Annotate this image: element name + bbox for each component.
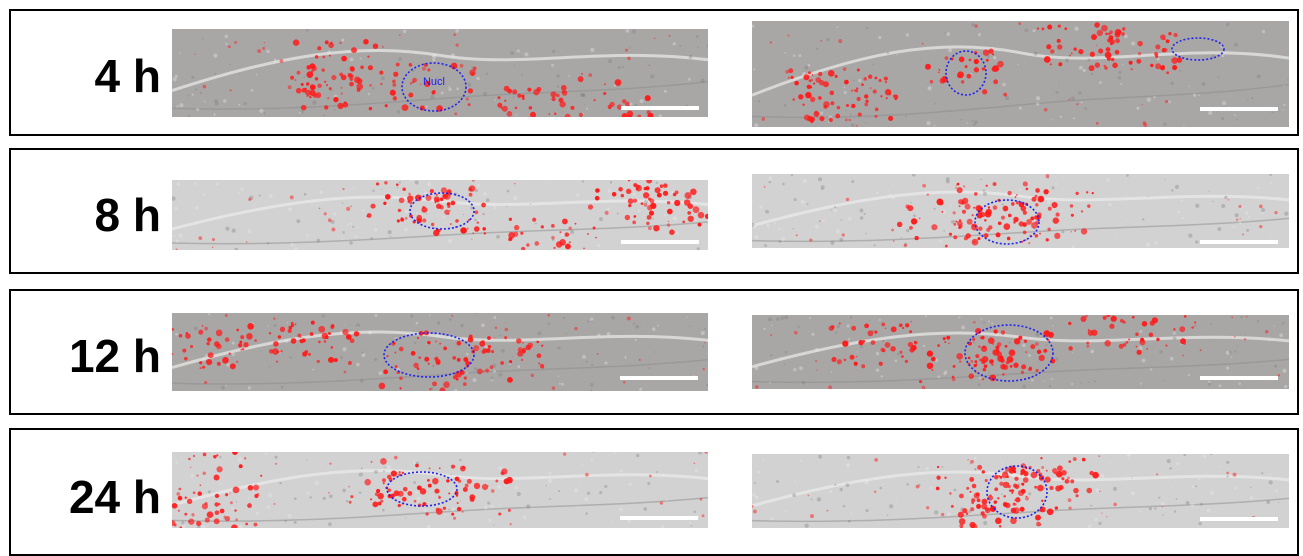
scale-bar [1200, 517, 1278, 521]
micrograph-left [172, 452, 708, 528]
time-label: 24 h [68, 471, 161, 523]
panel-row-3: 12 h [9, 289, 1299, 415]
nucleus-outline [383, 332, 475, 378]
micrograph-right [752, 21, 1289, 127]
panel-row-2: 8 h [9, 148, 1299, 274]
time-label: 8 h [94, 189, 161, 241]
micrograph-left [172, 180, 708, 250]
nucleus-outline [986, 465, 1048, 519]
time-label: 12 h [68, 330, 161, 382]
scale-bar [620, 376, 698, 380]
nucleus-outline [964, 324, 1054, 382]
nucleus-outline [401, 62, 467, 112]
nucleus-outline [945, 50, 987, 96]
nucleus-outline [974, 199, 1040, 245]
nucleus-outline [1171, 37, 1225, 61]
scale-bar [621, 106, 699, 110]
panel-row-1: 4 h Nucl [9, 9, 1299, 136]
nucleus-outline [409, 192, 475, 230]
nucleus-outline [386, 471, 458, 507]
micrograph-left [172, 313, 708, 391]
time-label: 4 h [94, 50, 161, 102]
micrograph-left: Nucl [172, 29, 708, 117]
scale-bar [1200, 107, 1278, 111]
scale-bar [621, 240, 699, 244]
micrograph-right [752, 315, 1289, 389]
scale-bar [1200, 240, 1278, 244]
nucleus-label: Nucl [423, 76, 445, 88]
scale-bar [620, 516, 698, 520]
panel-row-4: 24 h [9, 428, 1299, 556]
micrograph-right [752, 174, 1289, 248]
scale-bar [1200, 376, 1278, 380]
micrograph-right [752, 454, 1289, 528]
